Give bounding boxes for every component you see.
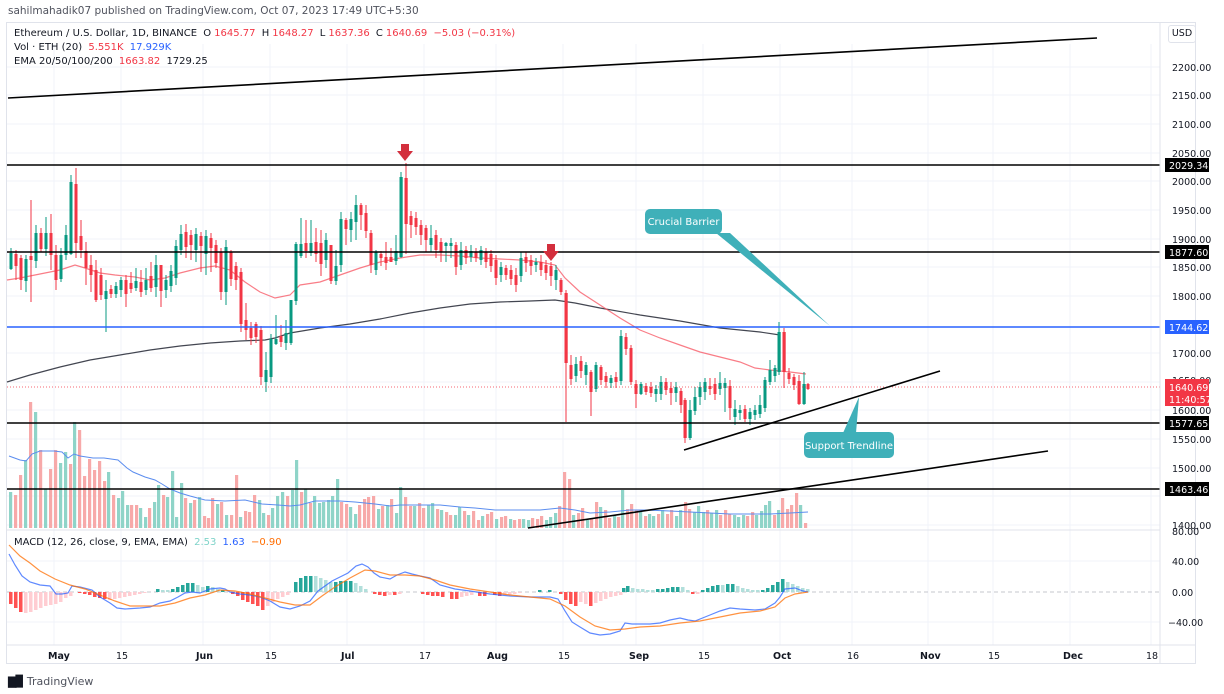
- svg-text:1500.00: 1500.00: [1172, 464, 1211, 475]
- svg-text:1700.00: 1700.00: [1172, 349, 1211, 360]
- macd-legend[interactable]: MACD (12, 26, close, 9, EMA, EMA) 2.53 1…: [14, 537, 285, 548]
- tradingview-logo-icon: ▇▉: [8, 675, 24, 688]
- svg-text:18: 18: [1146, 651, 1158, 662]
- svg-text:15: 15: [116, 651, 128, 662]
- volume-ma-line: [8, 450, 809, 515]
- volume-legend[interactable]: Vol · ETH (20) 5.551K 17.929K: [14, 42, 174, 53]
- volume-label: Vol · ETH (20): [14, 42, 83, 53]
- svg-text:15: 15: [988, 651, 1000, 662]
- svg-text:Oct: Oct: [773, 651, 792, 662]
- svg-text:0.00: 0.00: [1172, 588, 1193, 599]
- svg-text:1463.46: 1463.46: [1169, 485, 1208, 496]
- symbol-legend[interactable]: Ethereum / U.S. Dollar, 1D, BINANCE O 164…: [14, 28, 516, 39]
- svg-text:Jun: Jun: [195, 651, 213, 662]
- svg-text:2000.00: 2000.00: [1172, 177, 1211, 188]
- grid: [7, 44, 1160, 645]
- svg-text:1550.00: 1550.00: [1172, 435, 1211, 446]
- svg-text:2200.00: 2200.00: [1172, 63, 1211, 74]
- last-price-tag: 1640.69 11:40:57: [1165, 379, 1212, 406]
- ema20-line: [6, 254, 807, 375]
- svg-text:2150.00: 2150.00: [1172, 91, 1211, 102]
- ema-legend[interactable]: EMA 20/50/100/200 1663.82 1729.25: [14, 56, 211, 67]
- svg-text:1744.62: 1744.62: [1169, 323, 1208, 334]
- low-value: 1637.36: [328, 28, 370, 39]
- svg-text:2029.34: 2029.34: [1169, 161, 1208, 172]
- price-tag-1877: 1877.60: [1165, 245, 1209, 259]
- signal-line: [8, 544, 809, 631]
- tradingview-brand: TradingView: [26, 675, 94, 688]
- macd-histogram: [9, 576, 810, 613]
- close-value: 1640.69: [385, 28, 428, 39]
- open-value: 1645.77: [214, 28, 256, 39]
- price-axis[interactable]: 2200.00 2150.00 2100.00 2050.00 2000.00 …: [1168, 63, 1211, 629]
- svg-text:1950.00: 1950.00: [1172, 206, 1211, 217]
- svg-text:2100.00: 2100.00: [1172, 120, 1211, 131]
- price-tag-1744: 1744.62: [1165, 320, 1209, 334]
- down-arrow-icon: [397, 144, 413, 161]
- svg-text:11:40:57: 11:40:57: [1169, 395, 1212, 406]
- volume-bars: [9, 402, 808, 528]
- svg-text:1577.65: 1577.65: [1169, 419, 1208, 430]
- svg-text:15: 15: [698, 651, 710, 662]
- svg-text:Sep: Sep: [629, 651, 649, 662]
- macd-line: [8, 553, 809, 636]
- svg-text:1640.69: 1640.69: [1169, 383, 1208, 394]
- macd-signal-value: −0.90: [250, 537, 282, 548]
- svg-text:40.00: 40.00: [1172, 557, 1199, 568]
- lower-channel-trendline[interactable]: [527, 450, 1049, 529]
- macd-label: MACD (12, 26, close, 9, EMA, EMA): [14, 537, 188, 548]
- svg-text:May: May: [48, 651, 71, 662]
- svg-text:2050.00: 2050.00: [1172, 149, 1211, 160]
- candles: [9, 163, 810, 443]
- svg-text:80.00: 80.00: [1172, 527, 1199, 538]
- macd-histogram-value: 2.53: [194, 537, 217, 548]
- down-arrow-icon: [543, 244, 559, 261]
- change-value: −5.03 (−0.31%): [433, 28, 516, 39]
- ema-label: EMA 20/50/100/200: [14, 56, 113, 67]
- time-axis[interactable]: May 15 Jun 15 Jul 17 Aug 15 Sep 15 Oct 1…: [48, 651, 1158, 662]
- svg-text:Dec: Dec: [1063, 651, 1083, 662]
- svg-text:15: 15: [265, 651, 277, 662]
- price-tag-2029: 2029.34: [1165, 158, 1209, 172]
- support-trendline-label: Support Trendline: [805, 441, 893, 452]
- svg-text:16: 16: [847, 651, 859, 662]
- svg-text:1800.00: 1800.00: [1172, 292, 1211, 303]
- svg-text:1900.00: 1900.00: [1172, 235, 1211, 246]
- svg-text:−40.00: −40.00: [1168, 618, 1203, 629]
- volume-value: 5.551K: [88, 42, 124, 53]
- ema20-value: 1663.82: [118, 56, 161, 67]
- ema200-line: [6, 299, 781, 383]
- ema200-value: 1729.25: [166, 56, 208, 67]
- tradingview-logo[interactable]: ▇▉ TradingView: [8, 675, 93, 688]
- svg-text:Nov: Nov: [920, 651, 941, 662]
- support-trendline[interactable]: [683, 370, 941, 451]
- upper-channel-trendline[interactable]: [7, 37, 1098, 99]
- svg-text:1850.00: 1850.00: [1172, 263, 1211, 274]
- crucial-barrier-label: Crucial Barrier: [648, 217, 721, 228]
- price-tag-1463: 1463.46: [1165, 482, 1209, 496]
- svg-text:15: 15: [558, 651, 570, 662]
- svg-text:Aug: Aug: [487, 651, 508, 662]
- volume-ma-value: 17.929K: [129, 42, 172, 53]
- svg-text:1600.00: 1600.00: [1172, 406, 1211, 417]
- svg-text:1400.00: 1400.00: [1172, 521, 1211, 532]
- support-trendline-callout[interactable]: Support Trendline: [804, 397, 894, 458]
- svg-text:1877.60: 1877.60: [1169, 248, 1208, 259]
- svg-text:17: 17: [419, 651, 431, 662]
- macd-line-value: 1.63: [222, 537, 245, 548]
- price-tag-1577: 1577.65: [1165, 416, 1209, 430]
- svg-text:Jul: Jul: [340, 651, 355, 662]
- symbol-name: Ethereum / U.S. Dollar, 1D, BINANCE: [14, 28, 198, 39]
- currency-button[interactable]: USD: [1168, 25, 1196, 43]
- chart-frame: [6, 22, 1196, 664]
- publisher-line: sahilmahadik07 published on TradingView.…: [8, 5, 419, 17]
- crucial-barrier-callout[interactable]: Crucial Barrier: [645, 209, 830, 326]
- high-value: 1648.27: [272, 28, 314, 39]
